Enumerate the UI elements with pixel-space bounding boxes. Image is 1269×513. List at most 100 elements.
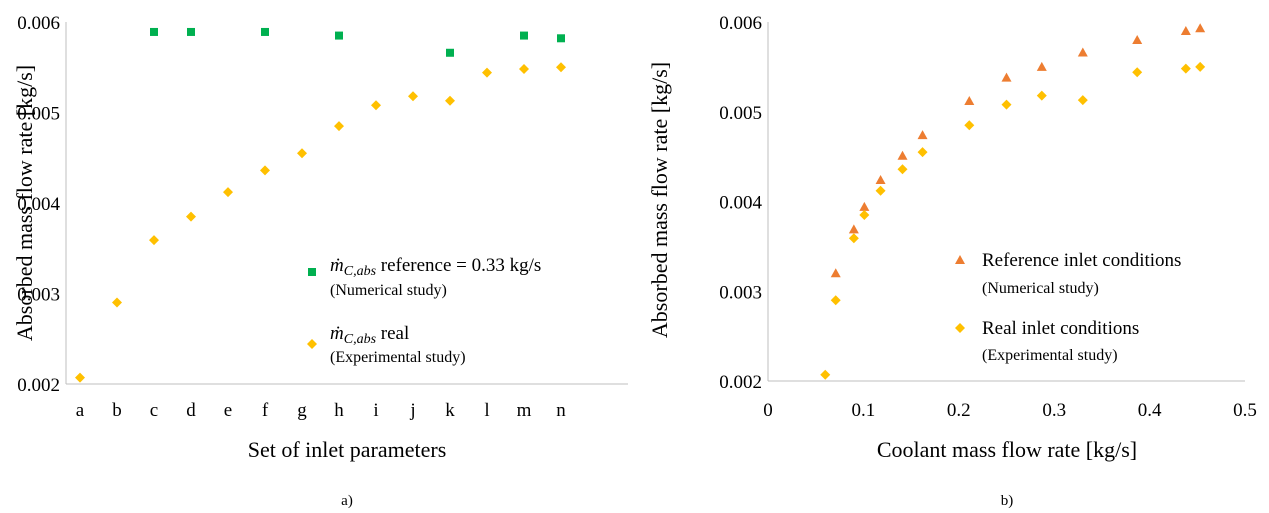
chart-a-legend-real-prefix: ṁ [330,323,344,344]
chart-a-legend-square-marker [308,268,316,276]
chart-b-real-point [1180,63,1191,74]
chart-b-reference-point [1001,72,1012,82]
chart-a-reference-point [261,27,269,36]
chart-a-x-tick-label: g [297,400,307,421]
chart-a-legend-reference-prefix: ṁ [330,255,344,276]
chart-b-x-tick-label: 0.5 [1233,400,1257,421]
chart-a-reference-point [446,48,454,57]
chart-a-reference-point [557,34,565,43]
chart-b-reference-point [875,174,886,184]
chart-b-real-point [820,369,831,380]
chart-b-reference-point [1180,25,1191,35]
chart-b-y-tick-label: 0.004 [719,193,762,214]
chart-a-legend-reference-note: (Numerical study) [330,282,447,299]
chart-a-x-tick-label: d [186,400,196,421]
chart-a-real-point [186,211,196,222]
chart-b-y-tick-label: 0.005 [719,103,762,124]
chart-b-legend-reference-note: (Numerical study) [982,280,1099,297]
chart-a-reference-point [150,27,158,36]
chart-b-reference-point [964,95,975,105]
chart-a-real-point [297,148,307,159]
chart-b-real-point [830,295,841,306]
chart-b-legend-real-note: (Experimental study) [982,347,1118,364]
chart-a-real-point [112,297,122,308]
chart-b-reference-point [859,201,870,211]
chart-b-legend-reference-label: Reference inlet conditions [982,250,1181,271]
chart-a-y-tick-label: 0.003 [17,285,60,306]
chart-a-y-tick-label: 0.005 [17,104,60,125]
chart-b-y-ticks: 0.002 0.003 0.004 0.005 0.006 [719,13,762,393]
chart-a-panel-label: a) [341,493,353,509]
chart-a-legend-reference-label: ṁC,abs reference = 0.33 kg/s [330,255,541,279]
chart-b-reference-point [830,268,841,278]
chart-a-y-tick-label: 0.006 [17,13,60,34]
chart-a-x-tick-label: h [334,400,344,421]
chart-b-legend-diamond-marker [955,323,965,333]
chart-a-x-tick-label: c [150,400,158,421]
chart-a-real-point [408,91,418,102]
chart-b-real-point [1036,90,1047,101]
chart-b-reference-point [848,224,859,234]
chart-b-y-tick-label: 0.003 [719,282,762,303]
chart-a-real-point [445,95,455,106]
chart-b-real-point [897,164,908,175]
chart-a-real-point [371,100,381,111]
chart-a-real-point [556,62,566,73]
chart-b-x-tick-label: 0 [763,400,773,421]
chart-a-x-tick-label: m [517,400,532,421]
chart-a-reference-point [520,31,528,40]
chart-b-x-tick-label: 0.4 [1138,400,1162,421]
chart-a-real-point [260,165,270,176]
chart-a-x-tick-label: l [484,400,489,421]
chart-b-real-point [875,185,886,196]
chart-a: 0.002 0.003 0.004 0.005 0.006 a b c d e f g h i j k l m n… [12,13,628,509]
chart-b-reference-point [917,130,928,140]
chart-a-legend-real-rest: real [376,323,409,344]
chart-b-reference-point [1132,34,1143,44]
chart-a-real-point [519,64,529,75]
chart-a-x-axis-title: Set of inlet parameters [248,437,447,462]
chart-b-reference-point [897,150,908,160]
chart-a-real-point [75,372,85,383]
chart-b-legend-triangle-marker [955,255,965,264]
chart-b-reference-point [1036,61,1047,71]
chart-a-legend-real-subscript: C,abs [344,332,377,347]
chart-a-legend-reference-subscript: C,abs [344,264,377,279]
chart-b-real-point [964,120,975,131]
chart-b-real-point [917,147,928,158]
chart-a-x-tick-label: i [373,400,378,421]
chart-a-y-ticks: 0.002 0.003 0.004 0.005 0.006 [17,13,60,396]
chart-a-legend-reference-rest: reference = 0.33 kg/s [376,255,541,276]
chart-b-x-tick-label: 0.1 [852,400,876,421]
chart-b-legend: Reference inlet conditions (Numerical st… [955,250,1181,364]
chart-a-legend-item-reference: ṁC,abs reference = 0.33 kg/s (Numerical … [308,255,541,299]
chart-a-real-point [334,121,344,132]
chart-a-y-axis-title: Absorbed mass flow rate [kg/s] [12,65,37,341]
chart-a-legend-real-note: (Experimental study) [330,349,466,366]
chart-b-panel-label: b) [1001,493,1014,509]
chart-a-reference-point [335,31,343,40]
chart-b-real-point [848,233,859,244]
chart-a-legend-real-label: ṁC,abs real [330,323,409,347]
chart-b-y-axis-title: Absorbed mass flow rate [kg/s] [647,62,672,338]
chart-b-real-point [859,209,870,220]
chart-a-legend-item-real: ṁC,abs real (Experimental study) [307,323,466,366]
chart-a-x-tick-label: j [409,400,415,421]
chart-a-y-tick-label: 0.002 [17,375,60,396]
chart-b-y-tick-label: 0.006 [719,13,762,34]
chart-a-x-tick-label: a [76,400,85,421]
chart-b-x-tick-label: 0.3 [1042,400,1066,421]
chart-b-y-tick-label: 0.002 [719,372,762,393]
chart-a-x-tick-label: n [556,400,566,421]
chart-b-x-axis-title: Coolant mass flow rate [kg/s] [877,437,1137,462]
chart-b-legend-real-label: Real inlet conditions [982,318,1139,339]
chart-a-x-tick-label: f [262,400,269,421]
chart-a-real-point [149,235,159,246]
chart-b-real-point [1195,61,1206,72]
chart-b-real-point [1001,99,1012,110]
chart-a-y-tick-label: 0.004 [17,194,60,215]
chart-b-x-ticks: 0 0.1 0.2 0.3 0.4 0.5 [763,400,1257,421]
chart-b-x-tick-label: 0.2 [947,400,971,421]
